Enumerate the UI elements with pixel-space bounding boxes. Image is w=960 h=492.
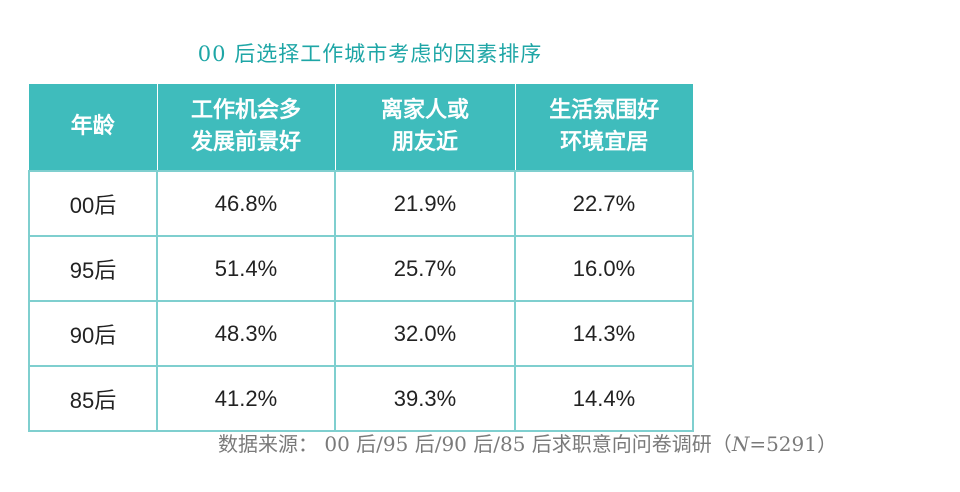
header-line: 工作机会多 (190, 98, 301, 123)
value-cell: 14.4% (514, 365, 694, 432)
source-prefix: 数据来源： 00 后/95 后/90 后/85 后求职意向问卷调研（ (218, 432, 732, 456)
source-n-symbol: N (731, 432, 750, 456)
value-cell: 21.9% (334, 170, 516, 237)
row-age-cell: 95后 (28, 235, 158, 302)
table-title: 00 后选择工作城市考虑的因素排序 (197, 42, 543, 66)
value-cell: 32.0% (334, 300, 516, 367)
value-cell: 16.0% (514, 235, 694, 302)
header-near-family: 离家人或 朋友近 (334, 84, 515, 171)
header-line: 生活氛围好 (549, 98, 660, 123)
header-line: 离家人或 (380, 98, 469, 123)
header-line: 朋友近 (391, 130, 458, 155)
header-line: 发展前景好 (190, 130, 301, 155)
row-age-cell: 00后 (28, 170, 158, 237)
value-cell: 14.3% (514, 300, 694, 367)
table-row: 85后 41.2% 39.3% 14.4% (28, 365, 694, 432)
header-living-environment: 生活氛围好 环境宜居 (514, 84, 693, 171)
header-row: 年龄 工作机会多 发展前景好 离家人或 朋友近 生活氛围好 环境宜居 (29, 84, 693, 171)
row-age-cell: 85后 (28, 365, 158, 432)
value-cell: 46.8% (156, 170, 336, 237)
source-n-value: =5291） (749, 432, 837, 456)
value-cell: 25.7% (334, 235, 516, 302)
data-table: 年龄 工作机会多 发展前景好 离家人或 朋友近 生活氛围好 环境宜居 00后 4… (28, 84, 694, 432)
table-row: 95后 51.4% 25.7% 16.0% (28, 235, 694, 302)
value-cell: 51.4% (156, 235, 336, 302)
header-line: 环境宜居 (560, 130, 649, 155)
value-cell: 39.3% (334, 365, 516, 432)
header-job-opportunity: 工作机会多 发展前景好 (156, 84, 335, 171)
value-cell: 48.3% (156, 300, 336, 367)
row-age-cell: 90后 (28, 300, 158, 367)
data-source-note: 数据来源： 00 后/95 后/90 后/85 后求职意向问卷调研（N=5291… (218, 428, 837, 457)
value-cell: 22.7% (514, 170, 694, 237)
table-row: 90后 48.3% 32.0% 14.3% (28, 300, 694, 367)
table-row: 00后 46.8% 21.9% 22.7% (28, 170, 694, 237)
value-cell: 41.2% (156, 365, 336, 432)
header-age: 年龄 (29, 84, 157, 171)
